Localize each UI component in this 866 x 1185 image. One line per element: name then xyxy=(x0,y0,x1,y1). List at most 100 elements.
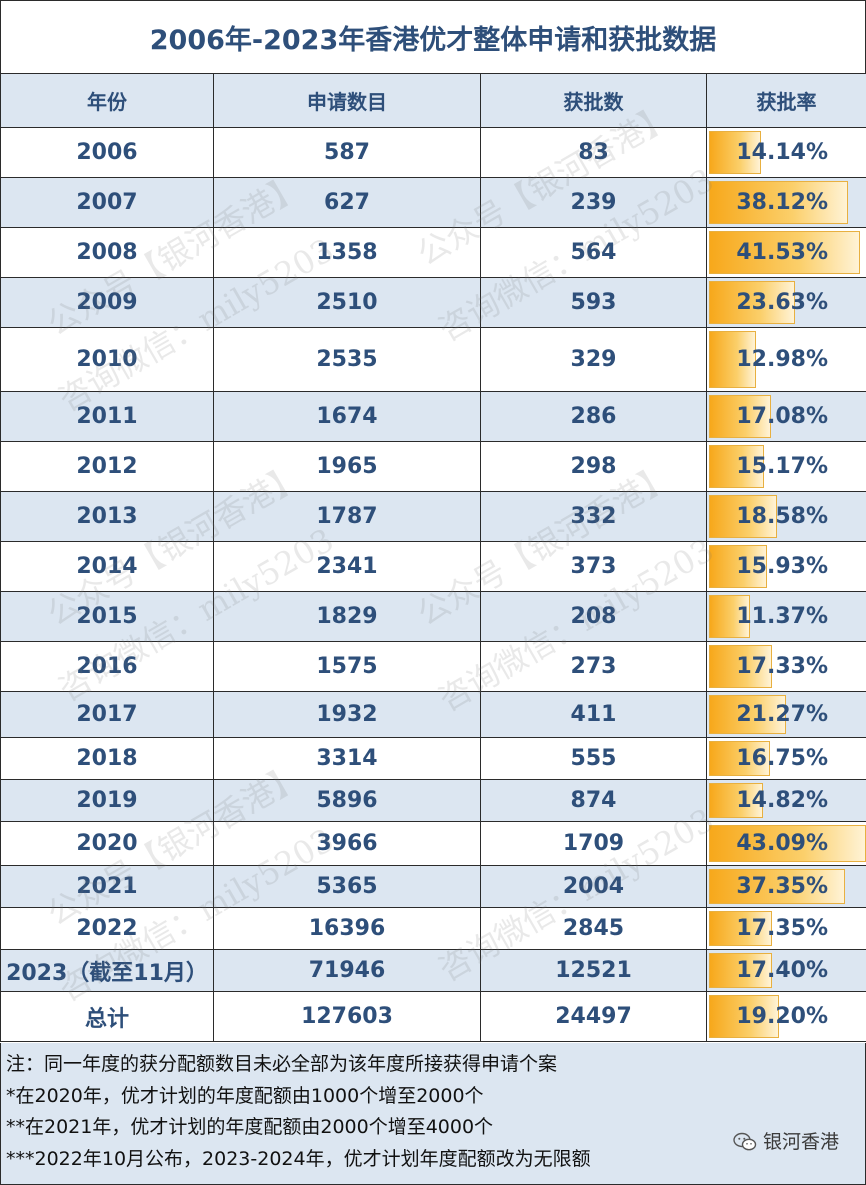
approved-cell: 373 xyxy=(480,541,707,592)
rate-value: 21.27% xyxy=(736,702,828,727)
rate-bar xyxy=(709,645,772,688)
approved-cell: 239 xyxy=(480,177,707,228)
note-line: **在2021年，优才计划的年度配额由2000个增至4000个 xyxy=(6,1116,494,1138)
table-row: 2015 1829 208 11.37% xyxy=(0,591,866,642)
rate-bar xyxy=(709,281,795,324)
rate-value: 14.14% xyxy=(736,140,828,165)
year-cell: 2010 xyxy=(0,327,214,392)
brand-mark: 银河香港 xyxy=(733,1127,839,1159)
note-line: 注：同一年度的获分配额数目未必全部为该年度所接获得申请个案 xyxy=(6,1053,558,1075)
table-row: 2020 3966 1709 43.09% xyxy=(0,821,866,866)
applications-cell: 627 xyxy=(213,177,481,228)
applications-cell: 1787 xyxy=(213,491,481,542)
rate-cell: 21.27% xyxy=(706,691,866,738)
approved-cell: 2845 xyxy=(480,907,707,950)
approved-cell: 24497 xyxy=(480,991,707,1042)
approved-cell: 1709 xyxy=(480,821,707,866)
rate-bar xyxy=(709,181,848,224)
rate-value: 17.08% xyxy=(736,404,828,429)
year-cell: 2009 xyxy=(0,277,214,328)
table-row: 2018 3314 555 16.75% xyxy=(0,737,866,780)
rate-cell: 16.75% xyxy=(706,737,866,780)
applications-cell: 3314 xyxy=(213,737,481,780)
approved-cell: 332 xyxy=(480,491,707,542)
applications-cell: 1932 xyxy=(213,691,481,738)
rate-bar xyxy=(709,395,771,438)
applications-cell: 3966 xyxy=(213,821,481,866)
rate-value: 11.37% xyxy=(736,604,828,629)
applications-cell: 1829 xyxy=(213,591,481,642)
applications-cell: 2535 xyxy=(213,327,481,392)
header-rate: 获批率 xyxy=(706,73,866,128)
rate-value: 15.17% xyxy=(736,454,828,479)
rate-bar xyxy=(709,953,772,988)
rate-value: 38.12% xyxy=(736,190,828,215)
rate-value: 18.58% xyxy=(736,504,828,529)
rate-cell: 14.82% xyxy=(706,779,866,822)
rate-cell: 17.08% xyxy=(706,391,866,442)
year-cell: 2022 xyxy=(0,907,214,950)
approved-cell: 273 xyxy=(480,641,707,692)
table-row: 2021 5365 2004 37.35% xyxy=(0,865,866,908)
applications-cell: 1965 xyxy=(213,441,481,492)
notes-section: 注：同一年度的获分配额数目未必全部为该年度所接获得申请个案 *在2020年，优才… xyxy=(0,1043,866,1185)
rate-cell: 18.58% xyxy=(706,491,866,542)
rate-bar xyxy=(709,331,756,388)
approved-cell: 329 xyxy=(480,327,707,392)
rate-cell: 11.37% xyxy=(706,591,866,642)
table-row: 2007 627 239 38.12% xyxy=(0,177,866,228)
rate-cell: 15.17% xyxy=(706,441,866,492)
year-cell: 2006 xyxy=(0,127,214,178)
rate-bar xyxy=(709,995,779,1038)
approved-cell: 874 xyxy=(480,779,707,822)
rate-cell: 15.93% xyxy=(706,541,866,592)
rate-cell: 12.98% xyxy=(706,327,866,392)
applications-cell: 16396 xyxy=(213,907,481,950)
rate-cell: 23.63% xyxy=(706,277,866,328)
rate-cell: 43.09% xyxy=(706,821,866,866)
rate-value: 14.82% xyxy=(736,788,828,813)
rate-value: 19.20% xyxy=(736,1004,828,1029)
rate-value: 17.35% xyxy=(736,916,828,941)
year-cell: 2008 xyxy=(0,227,214,278)
rate-bar xyxy=(709,595,750,638)
approved-cell: 411 xyxy=(480,691,707,738)
rate-cell: 37.35% xyxy=(706,865,866,908)
approved-cell: 298 xyxy=(480,441,707,492)
approved-cell: 83 xyxy=(480,127,707,178)
header-applications: 申请数目 xyxy=(213,73,481,128)
year-cell: 2014 xyxy=(0,541,214,592)
rate-bar xyxy=(709,783,763,818)
applications-cell: 1674 xyxy=(213,391,481,442)
header-approved: 获批数 xyxy=(480,73,707,128)
rate-bar xyxy=(709,495,777,538)
data-table: 年份 申请数目 获批数 获批率 2006 587 83 14.14% 2007 627 23… xyxy=(0,73,866,1042)
table-row: 2014 2341 373 15.93% xyxy=(0,541,866,592)
applications-cell: 5365 xyxy=(213,865,481,908)
rate-bar xyxy=(709,545,767,588)
table-row: 2017 1932 411 21.27% xyxy=(0,691,866,738)
applications-cell: 587 xyxy=(213,127,481,178)
applications-cell: 71946 xyxy=(213,949,481,992)
applications-cell: 2341 xyxy=(213,541,481,592)
year-cell: 2016 xyxy=(0,641,214,692)
applications-cell: 1358 xyxy=(213,227,481,278)
rate-value: 41.53% xyxy=(736,240,828,265)
page-title: 2006年-2023年香港优才整体申请和获批数据 xyxy=(0,0,866,74)
year-cell: 2019 xyxy=(0,779,214,822)
rate-bar xyxy=(709,131,761,174)
table-row: 2023（截至11月） 71946 12521 17.40% xyxy=(0,949,866,992)
rate-value: 37.35% xyxy=(736,874,828,899)
rate-cell: 14.14% xyxy=(706,127,866,178)
table-row: 2013 1787 332 18.58% xyxy=(0,491,866,542)
rate-cell: 19.20% xyxy=(706,991,866,1042)
rate-bar xyxy=(709,231,860,274)
applications-cell: 5896 xyxy=(213,779,481,822)
rate-cell: 17.33% xyxy=(706,641,866,692)
table-row: 2022 16396 2845 17.35% xyxy=(0,907,866,950)
year-cell: 2023（截至11月） xyxy=(0,949,214,992)
year-cell: 2015 xyxy=(0,591,214,642)
approved-cell: 593 xyxy=(480,277,707,328)
approved-cell: 286 xyxy=(480,391,707,442)
year-cell: 2018 xyxy=(0,737,214,780)
